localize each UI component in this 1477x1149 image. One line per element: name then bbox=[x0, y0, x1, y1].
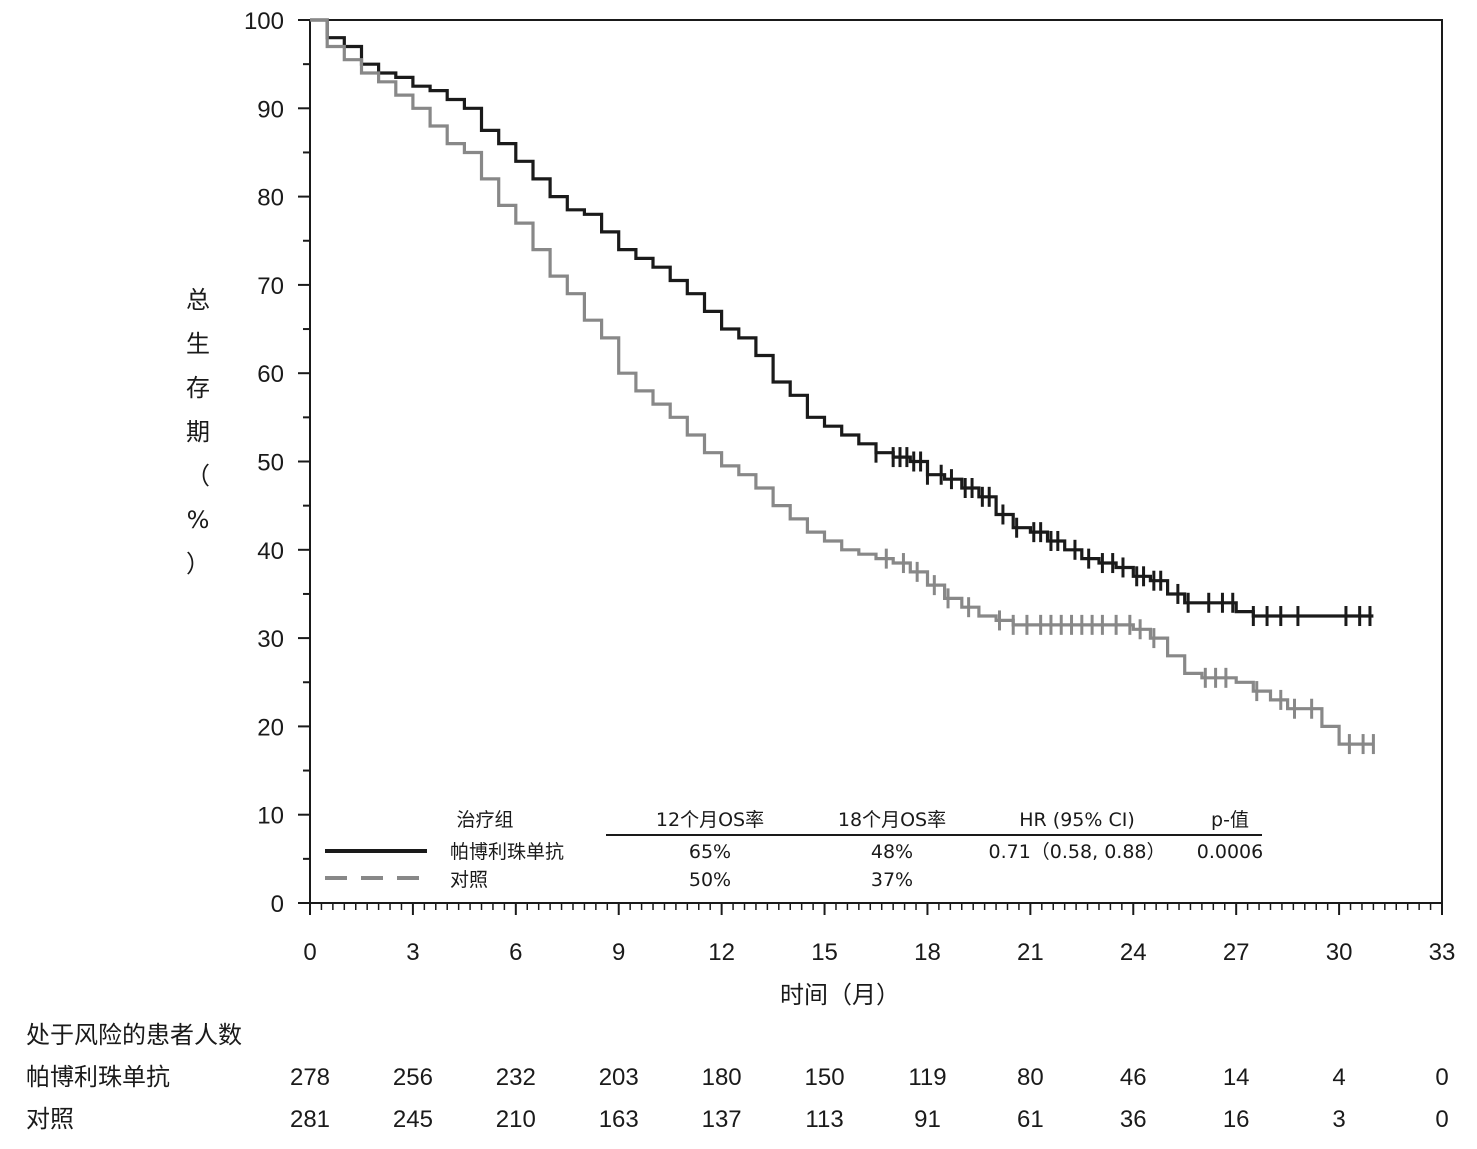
y-tick-label: 30 bbox=[257, 626, 284, 653]
legend-header: p-值 bbox=[1211, 809, 1249, 831]
legend-row-os12: 50% bbox=[689, 869, 731, 891]
at-risk-count: 0 bbox=[1435, 1106, 1448, 1133]
at-risk-count: 137 bbox=[702, 1106, 742, 1133]
at-risk-row-label: 帕博利珠单抗 bbox=[26, 1063, 170, 1091]
y-label-char: 生 bbox=[186, 330, 210, 358]
y-label-char: （ bbox=[186, 462, 210, 490]
at-risk-count: 180 bbox=[702, 1064, 742, 1091]
y-label-char: 存 bbox=[186, 374, 210, 402]
legend-row-os18: 48% bbox=[871, 841, 913, 863]
at-risk-count: 46 bbox=[1120, 1064, 1147, 1091]
y-tick-label: 80 bbox=[257, 185, 284, 212]
y-tick-label: 60 bbox=[257, 361, 284, 388]
x-tick-label: 6 bbox=[509, 939, 522, 966]
y-tick-label: 40 bbox=[257, 538, 284, 565]
legend-header: 12个月OS率 bbox=[656, 809, 764, 831]
at-risk-count: 16 bbox=[1223, 1106, 1250, 1133]
at-risk-count: 14 bbox=[1223, 1064, 1250, 1091]
x-tick-label: 15 bbox=[811, 939, 838, 966]
x-tick-label: 33 bbox=[1429, 939, 1456, 966]
at-risk-count: 278 bbox=[290, 1064, 330, 1091]
x-tick-label: 12 bbox=[708, 939, 735, 966]
legend-row-p: 0.0006 bbox=[1197, 841, 1263, 863]
at-risk-title: 处于风险的患者人数 bbox=[26, 1021, 242, 1049]
at-risk-count: 210 bbox=[496, 1106, 536, 1133]
y-tick-label: 90 bbox=[257, 96, 284, 123]
legend-header: HR (95% CI) bbox=[1019, 809, 1135, 831]
y-tick-label: 70 bbox=[257, 273, 284, 300]
survival-curve bbox=[310, 18, 1374, 746]
at-risk-count: 91 bbox=[914, 1106, 941, 1133]
legend-row-name: 对照 bbox=[450, 869, 488, 891]
y-tick-label: 0 bbox=[271, 891, 284, 918]
survival-curve bbox=[310, 18, 1374, 618]
at-risk-count: 203 bbox=[599, 1064, 639, 1091]
y-tick-label: 10 bbox=[257, 803, 284, 830]
x-tick-label: 18 bbox=[914, 939, 941, 966]
at-risk-count: 119 bbox=[908, 1064, 946, 1091]
y-tick-label: 20 bbox=[257, 714, 284, 741]
y-label-char: % bbox=[187, 506, 210, 534]
x-axis: 0 3 6 9 12 15 18 21 24 27 30 33 bbox=[303, 903, 1455, 966]
y-label-char: ） bbox=[186, 550, 210, 578]
at-risk-count: 3 bbox=[1332, 1106, 1345, 1133]
at-risk-count: 245 bbox=[393, 1106, 433, 1133]
x-tick-label: 21 bbox=[1017, 939, 1044, 966]
legend-header: 治疗组 bbox=[456, 809, 513, 831]
x-tick-label: 9 bbox=[612, 939, 625, 966]
at-risk-row-label: 对照 bbox=[26, 1105, 74, 1133]
y-axis: 0 10 20 30 40 50 60 70 80 90 100 bbox=[244, 8, 310, 918]
at-risk-count: 150 bbox=[805, 1064, 845, 1091]
series-layer bbox=[310, 18, 1375, 755]
y-label-char: 总 bbox=[186, 286, 210, 314]
y-tick-label: 50 bbox=[257, 450, 284, 477]
x-axis-label: 时间（月） bbox=[780, 981, 900, 1009]
at-risk-count: 163 bbox=[599, 1106, 639, 1133]
x-tick-label: 30 bbox=[1326, 939, 1353, 966]
at-risk-count: 4 bbox=[1332, 1064, 1345, 1091]
x-tick-label: 0 bbox=[303, 939, 316, 966]
x-tick-label: 3 bbox=[406, 939, 419, 966]
legend-row-os12: 65% bbox=[689, 841, 731, 863]
at-risk-count: 256 bbox=[393, 1064, 433, 1091]
at-risk-count: 80 bbox=[1017, 1064, 1044, 1091]
legend-row-name: 帕博利珠单抗 bbox=[450, 841, 564, 863]
at-risk-count: 113 bbox=[805, 1106, 843, 1133]
x-tick-label: 24 bbox=[1120, 939, 1147, 966]
at-risk-count: 61 bbox=[1017, 1106, 1044, 1133]
at-risk-count: 0 bbox=[1435, 1064, 1448, 1091]
legend-row-os18: 37% bbox=[871, 869, 913, 891]
x-tick-label: 27 bbox=[1223, 939, 1250, 966]
legend-row-hr: 0.71（0.58, 0.88） bbox=[989, 841, 1166, 863]
series-pembrolizumab bbox=[310, 18, 1374, 627]
y-tick-label: 100 bbox=[244, 8, 284, 35]
at-risk-count: 232 bbox=[496, 1064, 536, 1091]
at-risk-count: 36 bbox=[1120, 1106, 1147, 1133]
legend-header: 18个月OS率 bbox=[838, 809, 946, 831]
series-control bbox=[310, 18, 1375, 755]
y-label-char: 期 bbox=[186, 418, 210, 446]
at-risk-count: 281 bbox=[290, 1106, 330, 1133]
